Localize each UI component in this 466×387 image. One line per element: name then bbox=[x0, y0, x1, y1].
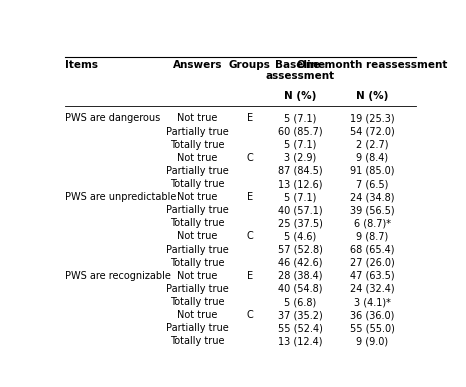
Text: 47 (63.5): 47 (63.5) bbox=[350, 271, 395, 281]
Text: 9 (9.0): 9 (9.0) bbox=[356, 336, 389, 346]
Text: N (%): N (%) bbox=[284, 91, 316, 101]
Text: 6 (8.7)*: 6 (8.7)* bbox=[354, 218, 391, 228]
Text: 24 (34.8): 24 (34.8) bbox=[350, 192, 395, 202]
Text: One-month reassessment: One-month reassessment bbox=[297, 60, 448, 70]
Text: Baseline
assessment: Baseline assessment bbox=[266, 60, 335, 81]
Text: 9 (8.7): 9 (8.7) bbox=[356, 231, 389, 241]
Text: Not true: Not true bbox=[177, 113, 218, 123]
Text: 55 (52.4): 55 (52.4) bbox=[278, 323, 322, 333]
Text: 13 (12.4): 13 (12.4) bbox=[278, 336, 322, 346]
Text: 28 (38.4): 28 (38.4) bbox=[278, 271, 322, 281]
Text: 37 (35.2): 37 (35.2) bbox=[278, 310, 322, 320]
Text: 68 (65.4): 68 (65.4) bbox=[350, 245, 395, 255]
Text: E: E bbox=[247, 271, 253, 281]
Text: Totally true: Totally true bbox=[170, 140, 225, 150]
Text: C: C bbox=[247, 153, 253, 163]
Text: 9 (8.4): 9 (8.4) bbox=[356, 153, 389, 163]
Text: E: E bbox=[247, 113, 253, 123]
Text: 40 (57.1): 40 (57.1) bbox=[278, 205, 322, 215]
Text: 5 (7.1): 5 (7.1) bbox=[284, 192, 316, 202]
Text: Partially true: Partially true bbox=[166, 284, 229, 294]
Text: Totally true: Totally true bbox=[170, 297, 225, 307]
Text: 91 (85.0): 91 (85.0) bbox=[350, 166, 395, 176]
Text: PWS are unpredictable: PWS are unpredictable bbox=[65, 192, 177, 202]
Text: Partially true: Partially true bbox=[166, 245, 229, 255]
Text: Not true: Not true bbox=[177, 153, 218, 163]
Text: C: C bbox=[247, 231, 253, 241]
Text: 57 (52.8): 57 (52.8) bbox=[278, 245, 322, 255]
Text: Not true: Not true bbox=[177, 271, 218, 281]
Text: C: C bbox=[247, 310, 253, 320]
Text: 5 (7.1): 5 (7.1) bbox=[284, 140, 316, 150]
Text: E: E bbox=[247, 192, 253, 202]
Text: PWS are dangerous: PWS are dangerous bbox=[65, 113, 161, 123]
Text: 40 (54.8): 40 (54.8) bbox=[278, 284, 322, 294]
Text: Totally true: Totally true bbox=[170, 179, 225, 189]
Text: 60 (85.7): 60 (85.7) bbox=[278, 127, 322, 137]
Text: 55 (55.0): 55 (55.0) bbox=[350, 323, 395, 333]
Text: 24 (32.4): 24 (32.4) bbox=[350, 284, 395, 294]
Text: Partially true: Partially true bbox=[166, 166, 229, 176]
Text: Groups: Groups bbox=[229, 60, 271, 70]
Text: 39 (56.5): 39 (56.5) bbox=[350, 205, 395, 215]
Text: 87 (84.5): 87 (84.5) bbox=[278, 166, 322, 176]
Text: Totally true: Totally true bbox=[170, 218, 225, 228]
Text: Not true: Not true bbox=[177, 231, 218, 241]
Text: 5 (4.6): 5 (4.6) bbox=[284, 231, 316, 241]
Text: 46 (42.6): 46 (42.6) bbox=[278, 258, 322, 268]
Text: PWS are recognizable: PWS are recognizable bbox=[65, 271, 171, 281]
Text: 3 (2.9): 3 (2.9) bbox=[284, 153, 316, 163]
Text: Totally true: Totally true bbox=[170, 336, 225, 346]
Text: 13 (12.6): 13 (12.6) bbox=[278, 179, 322, 189]
Text: Partially true: Partially true bbox=[166, 323, 229, 333]
Text: Partially true: Partially true bbox=[166, 205, 229, 215]
Text: 27 (26.0): 27 (26.0) bbox=[350, 258, 395, 268]
Text: Not true: Not true bbox=[177, 310, 218, 320]
Text: Not true: Not true bbox=[177, 192, 218, 202]
Text: Answers: Answers bbox=[172, 60, 222, 70]
Text: 5 (7.1): 5 (7.1) bbox=[284, 113, 316, 123]
Text: N (%): N (%) bbox=[356, 91, 389, 101]
Text: 5 (6.8): 5 (6.8) bbox=[284, 297, 316, 307]
Text: 25 (37.5): 25 (37.5) bbox=[278, 218, 322, 228]
Text: 54 (72.0): 54 (72.0) bbox=[350, 127, 395, 137]
Text: Totally true: Totally true bbox=[170, 258, 225, 268]
Text: 36 (36.0): 36 (36.0) bbox=[350, 310, 395, 320]
Text: 3 (4.1)*: 3 (4.1)* bbox=[354, 297, 391, 307]
Text: 7 (6.5): 7 (6.5) bbox=[356, 179, 389, 189]
Text: Items: Items bbox=[65, 60, 98, 70]
Text: Partially true: Partially true bbox=[166, 127, 229, 137]
Text: 2 (2.7): 2 (2.7) bbox=[356, 140, 389, 150]
Text: 19 (25.3): 19 (25.3) bbox=[350, 113, 395, 123]
